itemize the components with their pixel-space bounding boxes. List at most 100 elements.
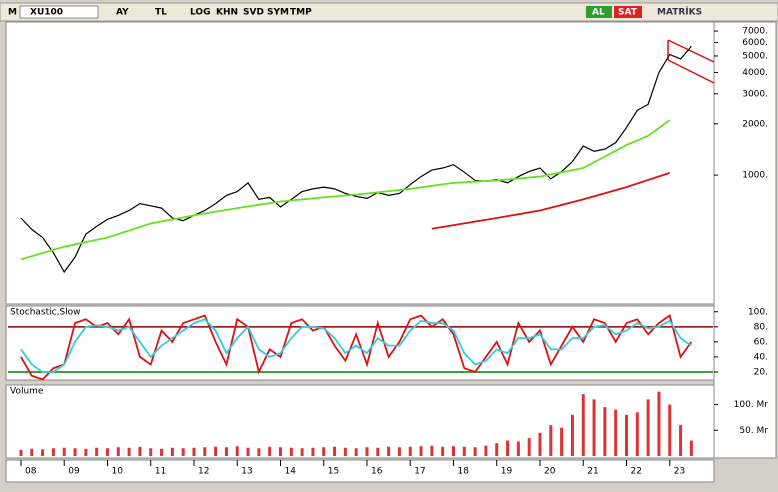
volume-bar xyxy=(73,448,77,456)
x-tick-label: 16 xyxy=(371,467,383,477)
y-tick-label: 20. xyxy=(754,367,768,377)
y-tick-label: 80. xyxy=(754,322,768,332)
time-axis-area xyxy=(5,459,715,483)
volume-bar xyxy=(203,447,207,456)
series-line xyxy=(20,318,692,373)
volume-bar xyxy=(506,440,510,456)
x-tick-label: 23 xyxy=(674,467,685,477)
volume-bar xyxy=(484,445,488,456)
volume-bar xyxy=(235,446,239,456)
y-tick-label: 4000. xyxy=(742,68,768,78)
volume-bar xyxy=(333,446,337,456)
series-line xyxy=(20,45,692,274)
panel-title: Volume xyxy=(10,387,44,397)
buy-label: AL xyxy=(592,8,605,18)
volume-bar xyxy=(603,407,607,456)
panel-title: Stochastic,Slow xyxy=(10,308,81,318)
x-tick-label: 13 xyxy=(241,467,252,477)
x-tick-label: 21 xyxy=(587,467,598,477)
volume-bar xyxy=(246,447,250,456)
symbol-box[interactable] xyxy=(19,5,99,19)
y-tick-label: 40. xyxy=(754,352,768,362)
volume-bar xyxy=(105,448,109,456)
volume-bar xyxy=(679,425,683,456)
volume-bar xyxy=(149,448,153,456)
sell-button[interactable] xyxy=(614,6,642,18)
volume-bar xyxy=(430,445,434,456)
volume-bar xyxy=(570,414,574,456)
toolbar-button[interactable]: AY xyxy=(116,8,129,18)
x-tick-label: 12 xyxy=(198,467,209,477)
volume-bar xyxy=(527,437,531,456)
x-tick-label: 09 xyxy=(68,467,80,477)
x-tick-label: 15 xyxy=(328,467,339,477)
toolbar xyxy=(0,2,778,22)
volume-bar xyxy=(624,414,628,456)
volume-bar xyxy=(41,449,45,456)
volume-bar xyxy=(278,447,282,456)
volume-bar xyxy=(62,447,66,456)
value-axis-area xyxy=(713,21,777,459)
toolbar-button[interactable]: TL xyxy=(155,8,167,18)
volume-bar xyxy=(376,447,380,456)
volume-bar xyxy=(365,447,369,456)
volume-bar xyxy=(614,409,618,456)
volume-bar xyxy=(138,446,142,456)
volume-bar xyxy=(343,447,347,456)
volume-bar xyxy=(549,425,553,456)
x-tick-label: 14 xyxy=(284,467,296,477)
y-tick-label: 50. Mr xyxy=(739,426,768,436)
volume-bar xyxy=(95,447,99,456)
volume-bar xyxy=(473,447,477,456)
volume-bar xyxy=(408,446,412,456)
volume-bar xyxy=(322,447,326,456)
volume-bar xyxy=(51,448,55,456)
symbol: XU100 xyxy=(30,8,63,18)
volume-bar xyxy=(300,448,304,456)
volume-bar xyxy=(689,440,693,456)
volume-bar xyxy=(84,448,88,456)
volume-bar xyxy=(214,446,218,456)
volume-bar xyxy=(495,443,499,456)
volume-bar xyxy=(19,449,23,456)
y-tick-label: 6000. xyxy=(742,38,768,48)
x-tick-label: 19 xyxy=(501,467,513,477)
trend-channel xyxy=(667,59,715,84)
volume-panel xyxy=(5,384,715,459)
trend-channel xyxy=(667,39,715,63)
volume-bar xyxy=(181,448,185,456)
volume-bar xyxy=(192,447,196,456)
y-tick-label: 60. xyxy=(754,337,768,347)
volume-bar xyxy=(397,447,401,456)
volume-bar xyxy=(387,446,391,456)
volume-bar xyxy=(581,394,585,456)
volume-bar xyxy=(160,448,164,456)
volume-bar xyxy=(592,399,596,456)
volume-bar xyxy=(289,447,293,456)
volume-bar xyxy=(635,412,639,456)
x-tick-label: 20 xyxy=(544,467,556,477)
toolbar-button[interactable]: LOG xyxy=(190,8,210,18)
volume-bar xyxy=(30,448,34,456)
volume-bar xyxy=(311,447,315,456)
volume-bar xyxy=(538,432,542,456)
sell-label: SAT xyxy=(618,8,638,18)
toolbar-button[interactable]: TMP xyxy=(290,8,312,18)
buy-button[interactable] xyxy=(586,6,612,18)
volume-bar xyxy=(646,399,650,456)
x-tick-label: 11 xyxy=(155,467,166,477)
price-panel xyxy=(5,21,715,305)
toolbar-button[interactable]: SVD xyxy=(243,8,264,18)
volume-bar xyxy=(419,446,423,456)
volume-bar xyxy=(257,448,261,456)
x-tick-label: 10 xyxy=(111,467,123,477)
y-tick-label: 100. Mr xyxy=(734,400,769,410)
volume-bar xyxy=(668,404,672,456)
volume-bar xyxy=(268,446,272,456)
y-tick-label: 7000. xyxy=(742,27,768,37)
toolbar-button[interactable]: KHN xyxy=(216,8,238,18)
toolbar-button[interactable]: SYM xyxy=(267,8,289,18)
y-tick-label: 2000. xyxy=(742,119,768,129)
